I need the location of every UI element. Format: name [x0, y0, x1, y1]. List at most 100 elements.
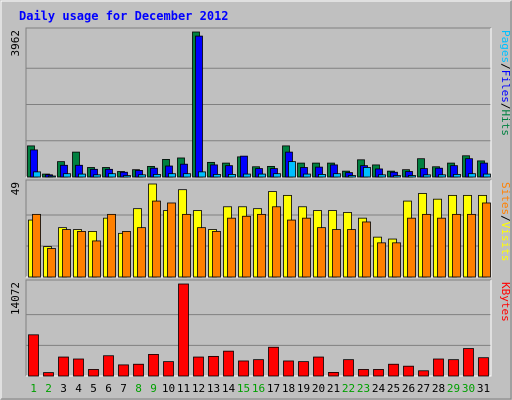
legend-separator: /: [499, 103, 512, 110]
bar-pages-day-31: [483, 173, 491, 178]
bar-sites-day-6: [107, 213, 116, 278]
day-label-13: 13: [207, 382, 220, 395]
chart-title: Daily usage for December 2012: [19, 9, 229, 23]
bar-kbytes-day-11: [178, 283, 189, 377]
bar-pages-day-6: [108, 173, 116, 178]
bar-pages-day-30: [468, 173, 476, 178]
day-label-17: 17: [267, 382, 280, 395]
day-label-6: 6: [105, 382, 112, 395]
bar-sites-day-5: [92, 240, 101, 278]
bar-sites-day-9: [152, 200, 161, 278]
bar-sites-day-27: [422, 213, 431, 278]
bar-pages-day-4: [78, 173, 86, 178]
bar-sites-day-14: [227, 217, 236, 278]
bar-kbytes-day-19: [298, 361, 309, 377]
day-label-21: 21: [327, 382, 340, 395]
bar-kbytes-day-9: [148, 354, 159, 377]
day-label-5: 5: [90, 382, 97, 395]
bar-sites-day-13: [212, 231, 221, 278]
bar-kbytes-day-26: [403, 365, 414, 377]
bar-pages-day-22: [348, 175, 356, 178]
bar-sites-day-16: [257, 213, 266, 278]
bar-pages-day-18: [288, 161, 296, 178]
bar-pages-day-24: [378, 174, 386, 178]
day-label-26: 26: [402, 382, 415, 395]
side-legend: KBytes: [499, 282, 512, 322]
bar-pages-day-10: [168, 173, 176, 178]
panel-bevel-dark: [25, 27, 491, 177]
panel-bevel-dark: [25, 179, 491, 277]
panel-bg: [26, 28, 491, 177]
bar-sites-day-11: [182, 213, 191, 278]
bar-pages-day-14: [228, 174, 236, 178]
day-label-9: 9: [150, 382, 157, 395]
panel-kbytes: 14072 KBytes: [9, 279, 512, 377]
bar-sites-day-2: [47, 248, 56, 278]
day-label-16: 16: [252, 382, 265, 395]
bar-sites-day-3: [62, 229, 71, 278]
bar-kbytes-day-13: [208, 355, 219, 377]
bar-pages-day-1: [33, 171, 41, 178]
y-max-label: 49: [9, 182, 22, 195]
day-label-8: 8: [135, 382, 142, 395]
day-label-11: 11: [177, 382, 190, 395]
bar-kbytes-day-25: [388, 363, 399, 377]
bar-kbytes-day-31: [478, 357, 489, 377]
legend-separator: /: [499, 215, 512, 222]
bar-kbytes-day-30: [463, 348, 474, 377]
bar-kbytes-day-28: [433, 358, 444, 377]
bar-sites-day-10: [167, 202, 176, 278]
day-label-20: 20: [312, 382, 325, 395]
panel-bevel-dark: [25, 279, 491, 376]
day-label-15: 15: [237, 382, 250, 395]
bar-kbytes-day-1: [28, 334, 39, 377]
bar-kbytes-day-21: [328, 372, 339, 377]
day-label-1: 1: [30, 382, 37, 395]
day-label-19: 19: [297, 382, 310, 395]
bar-pages-day-28: [438, 174, 446, 178]
bar-kbytes-day-7: [118, 364, 129, 377]
bar-pages-day-13: [213, 174, 221, 178]
bar-kbytes-day-16: [253, 359, 264, 377]
side-legend: Sites/Visits: [499, 182, 512, 262]
bar-kbytes-day-10: [163, 361, 174, 377]
bar-sites-day-18: [287, 219, 296, 278]
day-label-12: 12: [192, 382, 205, 395]
bar-kbytes-day-2: [43, 372, 54, 377]
bar-sites-day-29: [452, 213, 461, 278]
bar-pages-day-20: [318, 174, 326, 178]
bar-sites-day-31: [482, 202, 491, 278]
side-legend: Pages/Files/Hits: [499, 30, 512, 136]
bar-pages-day-27: [423, 174, 431, 178]
bar-kbytes-day-29: [448, 359, 459, 377]
day-label-31: 31: [477, 382, 490, 395]
bar-sites-day-30: [467, 213, 476, 278]
bar-pages-day-2: [48, 175, 56, 178]
bar-kbytes-day-6: [103, 355, 114, 377]
bar-sites-day-4: [77, 231, 86, 278]
legend-pages: Pages: [499, 30, 512, 63]
day-label-14: 14: [222, 382, 236, 395]
bar-sites-day-20: [317, 227, 326, 278]
legend-hits: Hits: [499, 110, 512, 137]
day-labels: 1 2 3 4 5 6 7 8 9 10 11 12 13 14 15 16 17 18 19 20 21 22 23 24 2…: [30, 382, 490, 395]
day-label-25: 25: [387, 382, 400, 395]
bar-pages-day-19: [303, 173, 311, 178]
bar-sites-day-22: [347, 229, 356, 278]
panel-visits-sites: 49 Sites/Visits: [9, 179, 512, 278]
bar-sites-day-12: [197, 227, 206, 278]
bar-pages-day-16: [258, 173, 266, 178]
bar-kbytes-day-14: [223, 350, 234, 377]
bar-pages-day-25: [393, 175, 401, 178]
bar-pages-day-11: [183, 173, 191, 178]
bar-sites-day-17: [272, 206, 281, 278]
bar-pages-day-12: [198, 171, 206, 178]
day-label-7: 7: [120, 382, 127, 395]
bar-pages-day-21: [333, 173, 341, 178]
bar-sites-day-19: [302, 217, 311, 278]
bar-pages-day-29: [453, 174, 461, 178]
